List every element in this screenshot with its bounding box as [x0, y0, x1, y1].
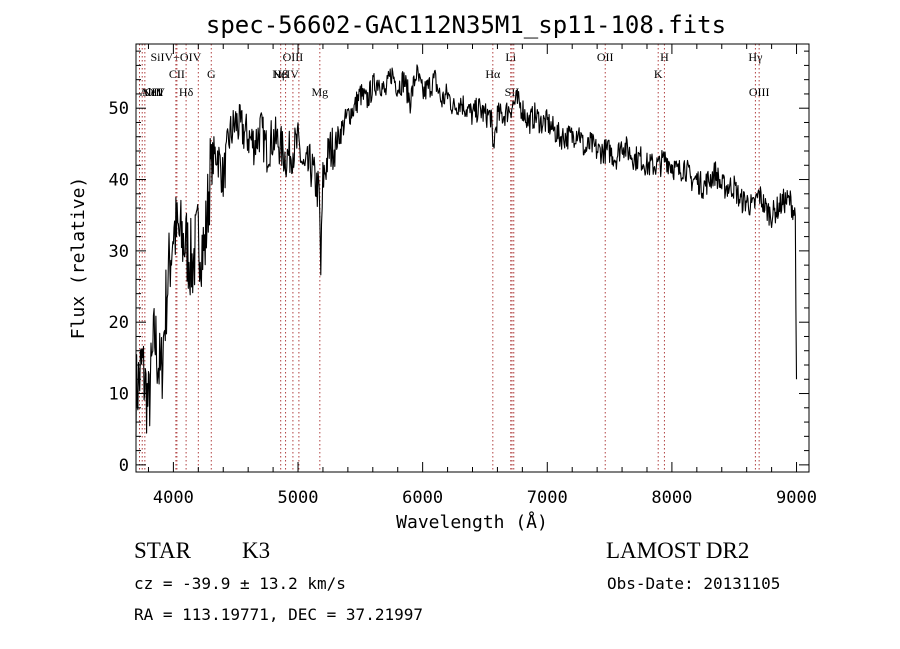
line-label: CII	[169, 67, 185, 81]
line-label: SiIV+OIV	[150, 50, 201, 64]
line-label: OII	[145, 85, 162, 99]
line-label: Li	[505, 50, 516, 64]
axis-ticks: 4000 5000 6000 7000 8000 9000 0 10 20 30 40 50	[109, 44, 817, 508]
line-label: Mg	[311, 85, 328, 99]
line-label: H	[660, 50, 669, 64]
line-label: G	[207, 67, 216, 81]
x-tick-label: 8000	[651, 488, 692, 508]
x-axis-label: Wavelength (Å)	[396, 511, 548, 533]
object-class: STAR	[134, 538, 191, 563]
line-label: Hα	[485, 67, 501, 81]
y-tick-label: 30	[109, 242, 129, 262]
plot-frame	[135, 43, 810, 473]
line-label: Hβ	[273, 67, 288, 81]
y-tick-label: 50	[109, 99, 129, 119]
y-tick-label: 20	[109, 313, 129, 333]
x-tick-label: 5000	[278, 488, 319, 508]
x-tick-label: 9000	[776, 488, 817, 508]
y-tick-label: 10	[109, 385, 129, 405]
line-label: AlIII	[139, 85, 163, 99]
chart-title: spec-56602-GAC112N35M1_sp11-108.fits	[206, 11, 726, 39]
object-subclass: K3	[242, 538, 271, 563]
line-label: OIII	[283, 50, 304, 64]
line-label: K	[654, 67, 663, 81]
y-tick-label: 40	[109, 171, 129, 191]
survey-name: LAMOST DR2	[606, 538, 750, 563]
coordinates-readout: RA = 113.19771, DEC = 37.21997	[134, 605, 423, 624]
x-tick-label: 4000	[153, 488, 194, 508]
observation-date: Obs-Date: 20131105	[607, 574, 781, 593]
spectrum-line	[135, 64, 798, 437]
redshift-readout: cz = -39.9 ± 13.2 km/s	[134, 574, 346, 593]
line-label: OII	[597, 50, 614, 64]
spectrum-chart: spec-56602-GAC112N35M1_sp11-108.fits AlI…	[68, 11, 817, 533]
x-tick-label: 7000	[527, 488, 568, 508]
line-label: Hδ	[179, 85, 194, 99]
line-label: OIII	[749, 85, 770, 99]
line-label: Hγ	[748, 50, 763, 64]
y-tick-label: 0	[119, 456, 129, 476]
line-label: NeIV	[272, 67, 299, 81]
line-label: NeV	[142, 85, 165, 99]
x-tick-label: 6000	[402, 488, 443, 508]
y-axis-label: Flux (relative)	[68, 177, 89, 340]
